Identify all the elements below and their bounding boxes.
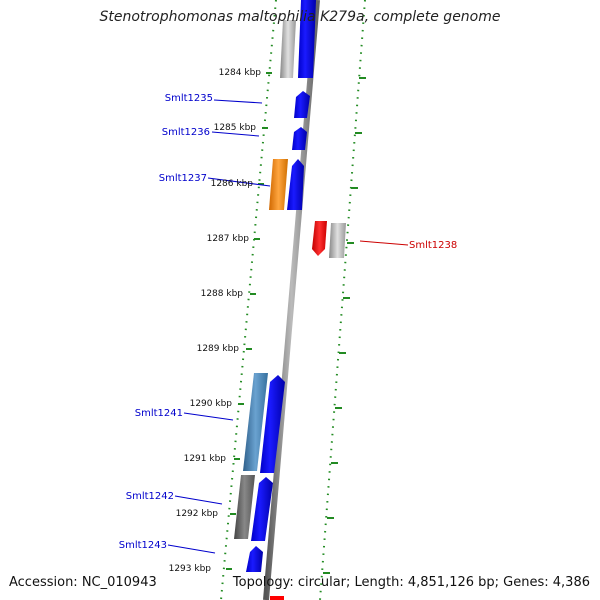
gene-smlt1236	[292, 127, 307, 150]
gene-smlt1241-blue	[260, 375, 285, 473]
gene-label-smlt1242[interactable]: Smlt1242	[126, 491, 174, 502]
tick-labels: 1284 kbp 1285 kbp 1286 kbp 1287 kbp 1288…	[169, 68, 262, 574]
tick-label: 1291 kbp	[184, 454, 227, 464]
gene-blue-top	[298, 0, 316, 78]
gene-smlt1235	[294, 91, 310, 118]
gene-smlt1237-orange	[269, 159, 288, 210]
tick-label: 1287 kbp	[207, 234, 250, 244]
accession-text: Accession: NC_010943	[9, 575, 157, 590]
gene-smlt1242-dark	[234, 475, 255, 539]
gene-labels: Smlt1235 Smlt1236 Smlt1237 Smlt1238 Smlt…	[119, 93, 458, 551]
gene-label-smlt1238[interactable]: Smlt1238	[409, 240, 457, 251]
tick-label: 1293 kbp	[169, 564, 212, 574]
right-major-ticks	[323, 77, 366, 574]
tick-label: 1286 kbp	[211, 179, 254, 189]
gene-smlt1238-red	[312, 221, 327, 256]
tick-label: 1284 kbp	[219, 68, 262, 78]
outer-ring-dots	[319, 0, 366, 600]
gene-label-smlt1237[interactable]: Smlt1237	[159, 173, 207, 184]
gene-label-smlt1235[interactable]: Smlt1235	[165, 93, 213, 104]
left-major-ticks	[226, 72, 272, 570]
gene-label-smlt1236[interactable]: Smlt1236	[162, 127, 210, 138]
tick-label: 1292 kbp	[176, 509, 219, 519]
gene-features	[234, 0, 346, 600]
inner-ring-dots	[220, 0, 277, 600]
gene-grey-top	[280, 20, 296, 78]
label-leaders	[167, 99, 409, 554]
gene-smlt1243	[246, 546, 263, 572]
tick-label: 1288 kbp	[201, 289, 244, 299]
gene-smlt1237-blue	[287, 159, 304, 210]
tick-label: 1290 kbp	[190, 399, 233, 409]
gene-label-smlt1243[interactable]: Smlt1243	[119, 540, 167, 551]
gene-smlt1238-grey	[329, 223, 346, 258]
gene-smlt1242-blue	[251, 477, 273, 541]
tick-label: 1285 kbp	[214, 123, 257, 133]
tick-label: 1289 kbp	[197, 344, 240, 354]
map-title: Stenotrophomonas maltophilia K279a, comp…	[99, 9, 501, 25]
gene-smlt1241-steel	[243, 373, 268, 471]
gene-label-smlt1241[interactable]: Smlt1241	[135, 408, 183, 419]
topology-text: Topology: circular; Length: 4,851,126 bp…	[232, 575, 590, 590]
gene-bottom-red	[270, 596, 284, 600]
